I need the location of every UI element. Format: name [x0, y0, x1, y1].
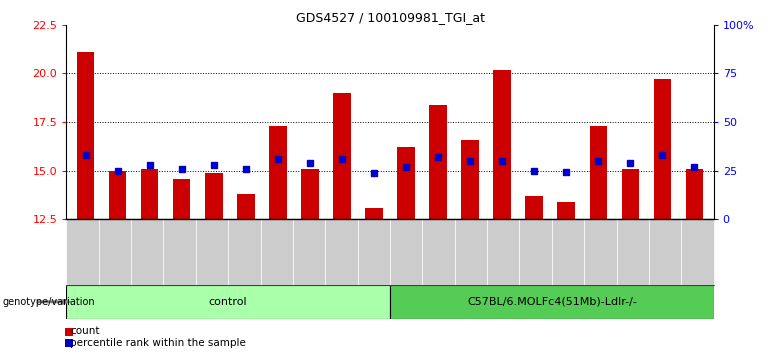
Text: GSM592119: GSM592119 [493, 223, 502, 269]
Bar [526, 196, 543, 219]
Text: count: count [70, 326, 100, 336]
Bar [173, 178, 190, 219]
Bar [654, 79, 672, 219]
Bar [66, 285, 390, 319]
Text: GSM592125: GSM592125 [686, 223, 694, 269]
Bar [237, 194, 254, 219]
Bar [76, 52, 94, 219]
Text: control: control [209, 297, 247, 307]
Title: GDS4527 / 100109981_TGI_at: GDS4527 / 100109981_TGI_at [296, 11, 484, 24]
Text: GSM592118: GSM592118 [461, 223, 470, 269]
Text: GSM592109: GSM592109 [172, 223, 182, 269]
Text: GSM592112: GSM592112 [269, 223, 278, 269]
Bar [269, 126, 286, 219]
Bar [622, 169, 639, 219]
Bar [686, 169, 704, 219]
Text: GSM592120: GSM592120 [525, 223, 534, 269]
Text: GSM592122: GSM592122 [590, 223, 598, 269]
Text: GSM592124: GSM592124 [654, 223, 662, 269]
Text: GSM592111: GSM592111 [237, 223, 246, 269]
Bar [590, 126, 607, 219]
Text: genotype/variation: genotype/variation [2, 297, 95, 307]
Bar [205, 173, 222, 219]
Text: GSM592110: GSM592110 [204, 223, 214, 269]
Text: GSM592116: GSM592116 [397, 223, 406, 269]
Text: GSM592121: GSM592121 [557, 223, 566, 269]
Text: GSM592108: GSM592108 [140, 223, 150, 269]
Bar [558, 202, 575, 219]
Bar [494, 69, 511, 219]
Text: C57BL/6.MOLFc4(51Mb)-Ldlr-/-: C57BL/6.MOLFc4(51Mb)-Ldlr-/- [467, 297, 636, 307]
Text: GSM592106: GSM592106 [76, 223, 86, 269]
Bar [461, 139, 479, 219]
Text: GSM592113: GSM592113 [301, 223, 310, 269]
Bar [108, 171, 126, 219]
Text: GSM592123: GSM592123 [622, 223, 630, 269]
Text: GSM592107: GSM592107 [108, 223, 118, 269]
Bar [429, 105, 447, 219]
Bar [301, 169, 319, 219]
Text: percentile rank within the sample: percentile rank within the sample [70, 338, 246, 348]
Bar [141, 169, 158, 219]
Bar [333, 93, 351, 219]
Text: GSM592115: GSM592115 [365, 223, 374, 269]
Bar [390, 285, 714, 319]
Text: GSM592117: GSM592117 [429, 223, 438, 269]
Text: GSM592114: GSM592114 [333, 223, 342, 269]
Bar [365, 208, 383, 219]
Bar [397, 147, 415, 219]
